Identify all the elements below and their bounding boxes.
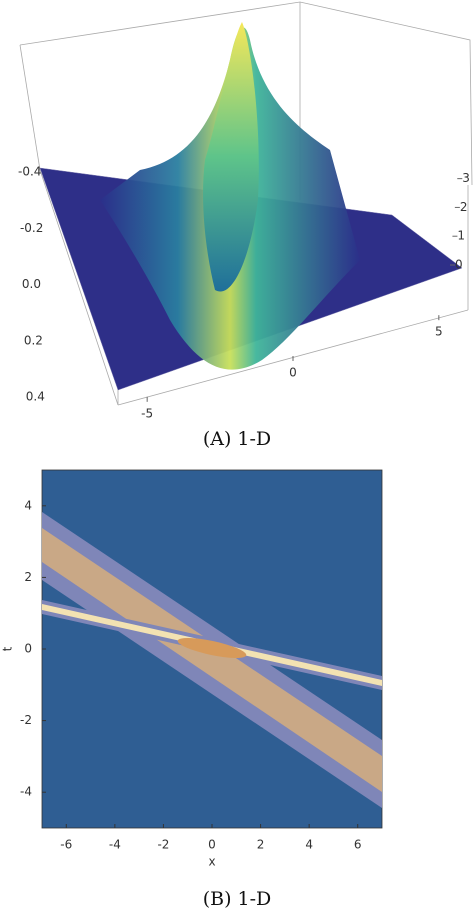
x-tick-label: -4 bbox=[109, 838, 121, 852]
tick-label: 0 bbox=[289, 366, 297, 380]
x-tick-label: 0 bbox=[208, 838, 216, 852]
y-tick-label: 0 bbox=[24, 642, 32, 656]
y-axis-label: t bbox=[1, 646, 15, 651]
x-tick-label: 4 bbox=[305, 838, 313, 852]
tick-label: -0.2 bbox=[20, 221, 43, 235]
tick-label: 0.2 bbox=[24, 333, 43, 347]
tick-label: 0 bbox=[455, 258, 463, 272]
tick-label: 2 bbox=[460, 200, 468, 214]
tick-label: 0.0 bbox=[22, 277, 41, 291]
x-tick-label: 2 bbox=[257, 838, 265, 852]
x-axis-label: x bbox=[208, 855, 215, 869]
contour-band bbox=[42, 528, 382, 792]
surface-plot: (A) 1-D bbox=[19, 1, 473, 450]
tick-label: -0.4 bbox=[18, 165, 41, 179]
caption: (B) 1-D bbox=[203, 888, 272, 910]
contour-plot: (B) 1-D x t bbox=[1, 469, 383, 910]
box-edge bbox=[19, 44, 41, 171]
tick-label: 5 bbox=[435, 325, 443, 339]
contour-core bbox=[177, 638, 247, 658]
x-tick-label: -2 bbox=[157, 838, 169, 852]
y-tick-label: -4 bbox=[20, 785, 32, 799]
tick-label: 0.4 bbox=[26, 390, 45, 404]
tick-label: 1 bbox=[457, 229, 465, 243]
tick-label: -5 bbox=[141, 406, 153, 420]
y-tick-label: 4 bbox=[24, 498, 32, 512]
box-edge bbox=[19, 1, 473, 186]
x-tick-label: -6 bbox=[60, 838, 72, 852]
caption: (A) 1-D bbox=[203, 428, 271, 450]
y-tick-label: -2 bbox=[20, 713, 32, 727]
box-edge bbox=[39, 169, 119, 406]
y-tick-label: 2 bbox=[24, 570, 32, 584]
tick-label: 3 bbox=[462, 171, 470, 185]
x-tick-label: 6 bbox=[354, 838, 362, 852]
surface-peak bbox=[203, 22, 259, 292]
